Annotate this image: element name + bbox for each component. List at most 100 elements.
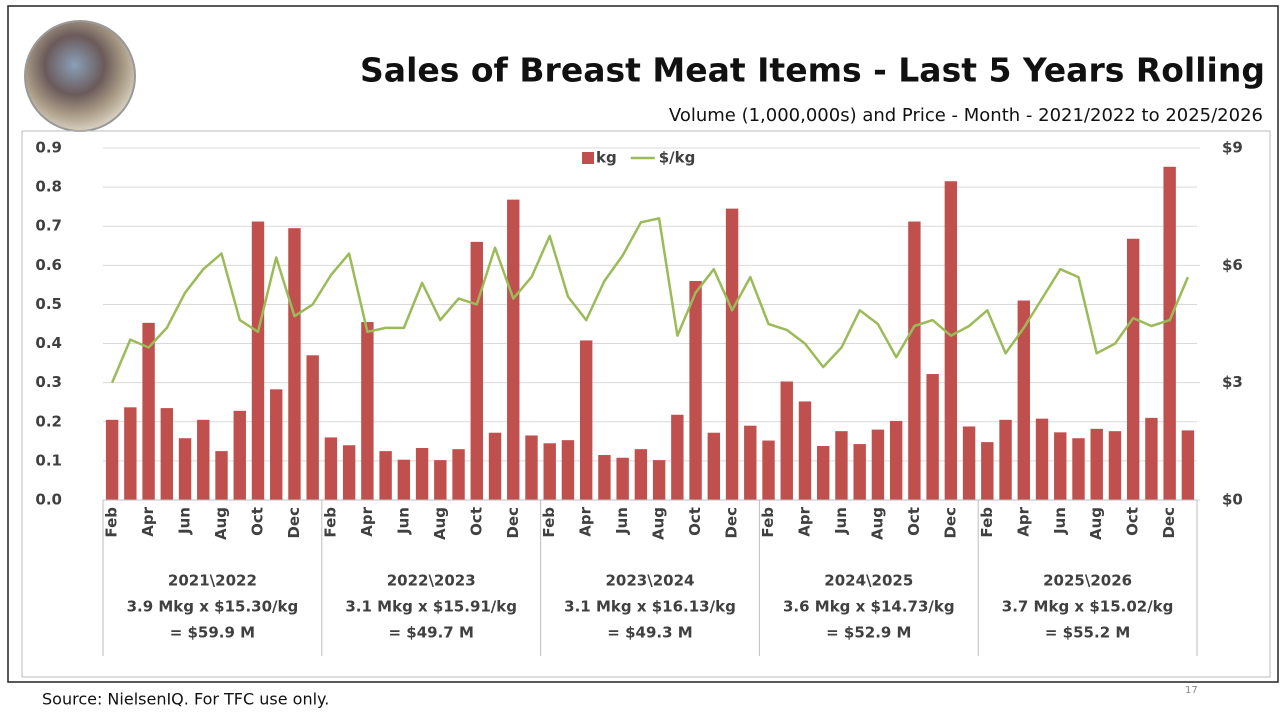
bar — [999, 419, 1012, 500]
y2-tick-label: $6 — [1222, 256, 1243, 274]
group-label: 3.1 Mkg x $15.91/kg — [345, 598, 517, 616]
bar — [342, 445, 356, 500]
x-tick-label: Feb — [540, 507, 558, 538]
bar — [616, 457, 629, 500]
bar — [707, 432, 721, 500]
bar — [725, 208, 739, 500]
bar — [689, 280, 702, 500]
group-label: 3.6 Mkg x $14.73/kg — [783, 598, 955, 616]
x-tick-label: Dec — [723, 507, 741, 539]
legend-label: $/kg — [659, 149, 696, 167]
bar — [452, 449, 465, 500]
y-tick-label: 0.3 — [35, 373, 62, 391]
x-tick-label: Jun — [176, 507, 194, 535]
bar — [1054, 432, 1067, 500]
bar — [1017, 300, 1030, 500]
x-tick-label: Jun — [832, 507, 850, 535]
group-label: 2022\2023 — [387, 572, 476, 590]
bar — [1181, 430, 1195, 500]
y-tick-label: 0.1 — [35, 451, 62, 469]
y2-tick-label: $3 — [1222, 373, 1243, 391]
x-tick-label: Oct — [248, 507, 266, 536]
bar — [889, 420, 903, 500]
x-tick-label: Oct — [467, 507, 485, 536]
chart-subtitle: Volume (1,000,000s) and Price - Month - … — [669, 105, 1263, 126]
bar — [944, 181, 958, 500]
bar — [853, 444, 866, 500]
bar — [926, 374, 939, 500]
x-tick-label: Apr — [139, 506, 157, 536]
bar — [671, 414, 684, 500]
x-tick-label: Feb — [103, 507, 121, 538]
x-tick-label: Oct — [686, 507, 704, 536]
bar — [379, 451, 392, 500]
x-tick-label: Aug — [650, 507, 668, 540]
y-tick-label: 0.4 — [35, 334, 62, 352]
bar — [1145, 417, 1158, 500]
group-label: = $49.7 M — [389, 624, 474, 642]
group-label: 3.9 Mkg x $15.30/kg — [127, 598, 299, 616]
bar — [142, 322, 155, 500]
bar — [215, 451, 228, 500]
bar — [871, 429, 885, 500]
bar — [434, 460, 447, 500]
bar — [160, 408, 174, 500]
x-tick-label: Jun — [394, 507, 412, 535]
x-tick-label: Oct — [1124, 507, 1142, 536]
group-label: 3.7 Mkg x $15.02/kg — [1002, 598, 1174, 616]
chart-title: Sales of Breast Meat Items - Last 5 Year… — [360, 51, 1265, 90]
bar — [197, 419, 210, 500]
y-tick-label: 0.2 — [35, 412, 62, 430]
bar — [817, 446, 830, 500]
bar — [124, 407, 137, 500]
bar — [270, 389, 283, 500]
bar — [598, 455, 611, 500]
y-tick-label: 0.9 — [35, 139, 62, 157]
bar — [288, 228, 301, 500]
page-frame — [7, 5, 1279, 683]
x-tick-label: Apr — [358, 506, 376, 536]
x-tick-label: Dec — [1160, 507, 1178, 539]
x-tick-label: Apr — [795, 506, 813, 536]
y2-tick-label: $0 — [1222, 491, 1243, 509]
x-tick-label: Feb — [978, 507, 996, 538]
x-tick-label: Dec — [504, 507, 522, 539]
bar — [1108, 431, 1122, 500]
group-label: 2023\2024 — [606, 572, 695, 590]
bar — [415, 447, 429, 500]
x-tick-label: Apr — [577, 506, 595, 536]
bar — [361, 322, 374, 500]
bar — [908, 221, 921, 501]
bar — [1035, 418, 1049, 500]
bar — [1163, 166, 1176, 501]
y-tick-label: 0.7 — [35, 217, 62, 235]
bar — [488, 432, 502, 500]
bar — [962, 426, 976, 500]
y2-tick-label: $9 — [1222, 139, 1243, 157]
bar — [579, 340, 593, 500]
bar — [780, 381, 793, 500]
bar — [178, 438, 192, 500]
legend-label: kg — [596, 149, 617, 167]
chart-frame — [21, 130, 1271, 678]
x-tick-label: Feb — [321, 507, 339, 538]
bar — [525, 435, 538, 500]
x-tick-label: Feb — [759, 507, 777, 538]
y-tick-label: 0.5 — [35, 295, 62, 313]
x-tick-label: Aug — [868, 507, 886, 540]
x-tick-label: Jun — [1051, 507, 1069, 535]
bar — [324, 437, 338, 500]
group-label: 2021\2022 — [168, 572, 257, 590]
y-tick-label: 0.8 — [35, 178, 62, 196]
x-tick-label: Jun — [613, 507, 631, 535]
x-tick-label: Dec — [285, 507, 303, 539]
bar — [1072, 438, 1085, 500]
x-tick-label: Aug — [1087, 507, 1105, 540]
source-note: Source: NielsenIQ. For TFC use only. — [42, 690, 329, 709]
y-tick-label: 0.0 — [35, 491, 62, 509]
bar — [251, 221, 265, 501]
bar — [233, 410, 246, 500]
x-tick-label: Dec — [941, 507, 959, 539]
group-label: 2024\2025 — [824, 572, 913, 590]
